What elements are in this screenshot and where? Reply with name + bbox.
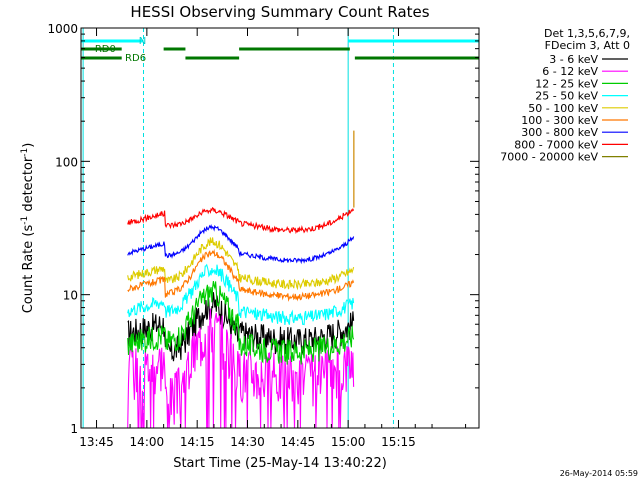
y-axis-label: Count Rate (s-1 detector-1) [20,143,36,314]
flag-rd6-label: RD6 [125,53,146,64]
legend: Det 1,3,5,6,7,9,FDecim 3, Att 03 - 6 keV… [500,27,630,164]
series-line-6 [127,224,355,265]
legend-label-6: 300 - 800 keV [521,126,598,139]
legend-label-0: 3 - 6 keV [549,53,598,66]
flag-n-label: N [139,36,146,47]
x-tick-label-6: 15:15 [381,435,416,449]
count-rate-curves [127,130,355,429]
legend-label-1: 6 - 12 keV [542,65,598,78]
y-tick-label-3: 1000 [47,22,78,36]
x-tick-label-3: 14:30 [230,435,265,449]
legend-label-4: 50 - 100 keV [528,102,598,115]
y-tick-label-0: 1 [70,422,78,436]
series-line-7 [127,206,355,235]
legend-label-5: 100 - 300 keV [521,114,598,127]
series-line-2 [127,281,355,365]
x-tick-label-2: 14:15 [180,435,215,449]
x-axis-label: Start Time (25-May-14 13:40:22) [173,456,387,471]
y-axis-label-c: detector [21,156,36,216]
plot-frame [80,27,480,429]
x-axis-ticks: 13:45 14:00 14:15 14:30 14:45 15:00 15:15 [79,28,467,449]
flag-rd0-label: RD0 [95,44,116,55]
y-tick-label-1: 10 [63,289,78,303]
series-line-0 [127,292,355,362]
series-line-3 [127,263,355,326]
series-line-5 [127,248,355,302]
footer-date: 26-May-2014 05:59 [560,469,638,478]
x-tick-label-4: 14:45 [281,435,316,449]
y-axis-label-exp1: -1 [20,216,30,225]
legend-header-1: FDecim 3, Att 0 [545,39,630,52]
legend-label-8: 7000 - 20000 keV [500,151,598,164]
y-axis-label-e: ) [21,143,36,148]
x-tick-label-0: 13:45 [79,435,114,449]
legend-header-0: Det 1,3,5,6,7,9, [544,27,630,40]
x-tick-label-5: 15:00 [331,435,366,449]
legend-label-7: 800 - 7000 keV [514,138,598,151]
x-tick-label-1: 14:00 [130,435,165,449]
chart-title: HESSI Observing Summary Count Rates [130,3,429,21]
legend-label-3: 25 - 50 keV [535,90,598,103]
y-tick-label-2: 100 [55,155,78,169]
y-axis-ticks: 1 10 100 1000 [47,22,479,436]
series-line-4 [127,237,355,291]
orbit-flags: N RD0 RD6 [81,28,479,428]
y-axis-label-exp2: -1 [20,148,30,157]
y-axis-label-a: Count Rate (s [21,225,36,314]
legend-label-2: 12 - 25 keV [535,77,598,90]
